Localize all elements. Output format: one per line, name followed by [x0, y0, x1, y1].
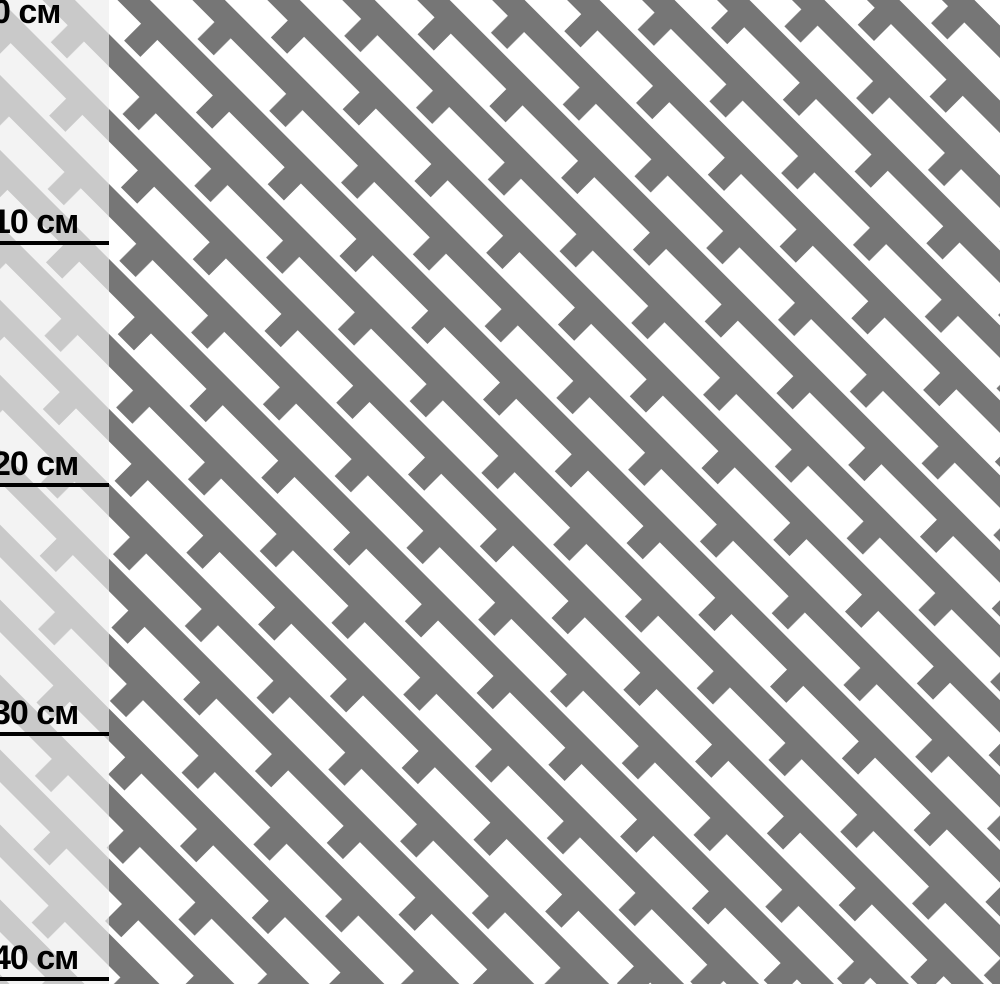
svg-text:30 см: 30 см [0, 694, 78, 732]
svg-text:40 см: 40 см [0, 939, 78, 977]
svg-text:20 см: 20 см [0, 445, 78, 483]
svg-text:10 см: 10 см [0, 203, 78, 241]
svg-text:0 см: 0 см [0, 0, 60, 31]
